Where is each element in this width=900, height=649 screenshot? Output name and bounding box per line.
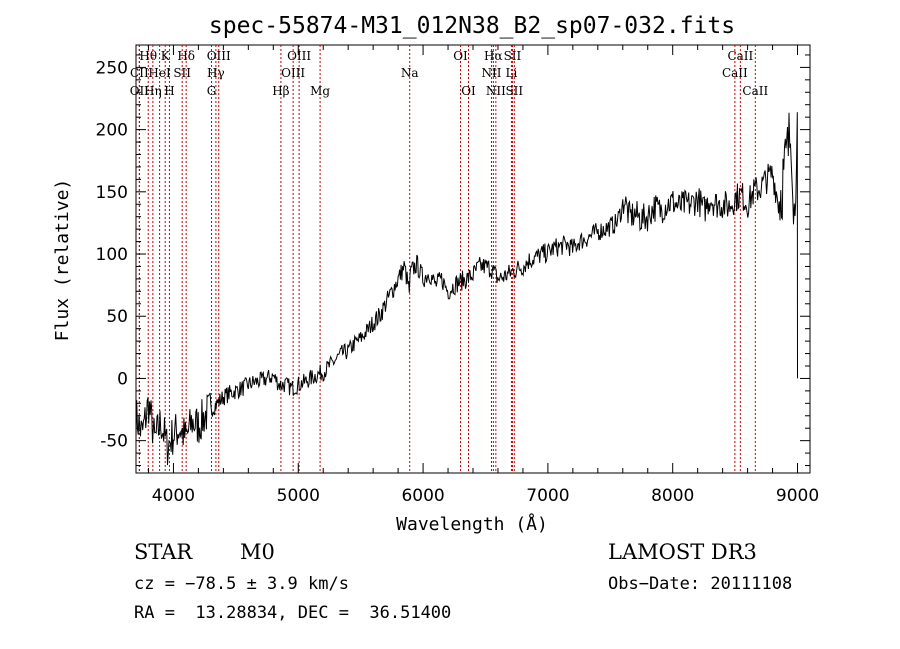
y-tick-label: 50 (106, 307, 128, 327)
line-marker-label: SII (504, 49, 522, 63)
y-tick-label: 200 (96, 121, 128, 141)
line-marker-label: CaII (742, 84, 768, 98)
line-marker-label: Hδ (177, 49, 195, 63)
line-marker-label: OIII (287, 49, 311, 63)
x-tick-label: 8000 (651, 486, 694, 506)
object-class: STAR (134, 540, 193, 564)
line-marker-label: SII (505, 84, 523, 98)
x-tick-label: 4000 (152, 486, 195, 506)
y-tick-label: -50 (100, 432, 128, 452)
line-marker-label: HeI (148, 66, 171, 80)
x-tick-label: 5000 (277, 486, 320, 506)
line-marker-label: OIII (207, 49, 231, 63)
x-axis-label: Wavelength (Å) (396, 513, 548, 535)
x-tick-label: 6000 (401, 486, 444, 506)
y-tick-label: 250 (96, 58, 128, 78)
line-marker-label: CaII (722, 66, 748, 80)
line-marker-label: Hγ (207, 66, 225, 80)
x-tick-label: 9000 (776, 486, 819, 506)
x-axis: 4000 5000 6000 7000 8000 9000 (147, 45, 819, 506)
line-marker-label: CaII (727, 49, 753, 63)
y-axis: -50 0 50 100 150 200 250 (96, 54, 810, 467)
line-marker-label: SII (173, 66, 191, 80)
line-marker-label: Hβ (272, 84, 289, 98)
line-marker-label: OII (130, 84, 150, 98)
observation-date: Obs−Date: 20111108 (608, 574, 793, 594)
plot-frame (135, 44, 811, 474)
line-marker-group (138, 45, 756, 473)
line-marker-label: OIII (281, 66, 305, 80)
line-marker-label: Hα (484, 49, 503, 63)
line-marker-label: Hη (144, 84, 162, 98)
line-marker-label: Hθ (139, 49, 157, 63)
line-marker-label: NII (486, 84, 506, 98)
line-marker-label: Na (401, 66, 419, 80)
y-tick-label: 150 (96, 183, 128, 203)
spectrum-line (135, 112, 798, 466)
coordinates: RA = 13.28834, DEC = 36.51400 (134, 603, 452, 623)
y-tick-label: 0 (117, 369, 128, 389)
line-marker-label: G (207, 84, 217, 98)
chart-title: spec-55874-M31_012N38_B2_sp07-032.fits (209, 13, 735, 39)
line-marker-label: OI (461, 84, 476, 98)
line-marker-label: H (164, 84, 174, 98)
line-marker-label: CII (130, 66, 149, 80)
y-tick-label: 100 (96, 245, 128, 265)
line-marker-label: Li (506, 66, 518, 80)
survey-name: LAMOST DR3 (608, 540, 757, 564)
x-tick-label: 7000 (526, 486, 569, 506)
line-marker-label: NII (481, 66, 501, 80)
line-marker-label: Mg (310, 84, 330, 98)
object-subclass: M0 (240, 540, 275, 564)
line-marker-label: OI (453, 49, 468, 63)
line-marker-label-group: Hθ CII OII K HeI Hη SII H Hδ OIII Hγ G Hβ OIII OIII Mg N… (130, 49, 769, 98)
redshift-cz: cz = −78.5 ± 3.9 km/s (134, 574, 349, 594)
line-marker-label: K (161, 49, 171, 63)
y-axis-label: Flux (relative) (52, 179, 73, 342)
